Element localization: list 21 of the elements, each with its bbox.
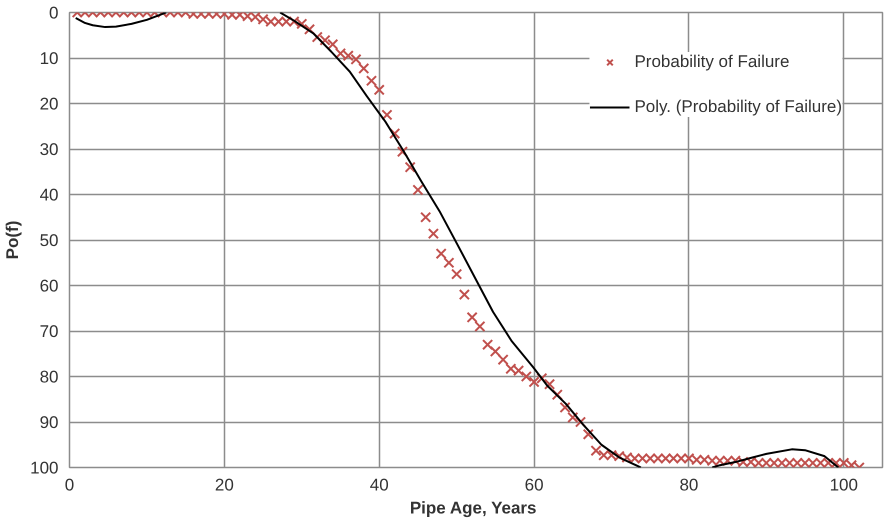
y-tick-label: 40: [40, 186, 59, 204]
y-tick-label: 100: [30, 458, 59, 478]
y-tick-label: 20: [40, 94, 59, 114]
x-axis-title: Pipe Age, Years: [410, 498, 536, 518]
legend-label: Poly. (Probability of Failure): [634, 97, 842, 117]
x-tick-label: 0: [64, 476, 74, 494]
x-tick-label: 40: [370, 476, 389, 494]
y-tick-label: 50: [40, 231, 59, 250]
x-tick-label: 20: [214, 476, 234, 494]
y-tick-label: 30: [40, 140, 59, 159]
y-tick-label: 70: [40, 322, 59, 341]
y-tick-label: 60: [40, 276, 59, 296]
y-tick-label: 90: [40, 413, 59, 432]
y-axis-title: Po(f): [3, 220, 22, 260]
x-tick-label: 80: [679, 476, 698, 494]
y-tick-label: 0: [49, 4, 59, 22]
y-tick-label: 10: [40, 49, 59, 68]
y-tick-label: 80: [40, 368, 59, 386]
legend-label: Probability of Failure: [634, 52, 790, 72]
x-tick-label: 100: [830, 476, 858, 494]
x-tick-label: 60: [524, 476, 544, 494]
